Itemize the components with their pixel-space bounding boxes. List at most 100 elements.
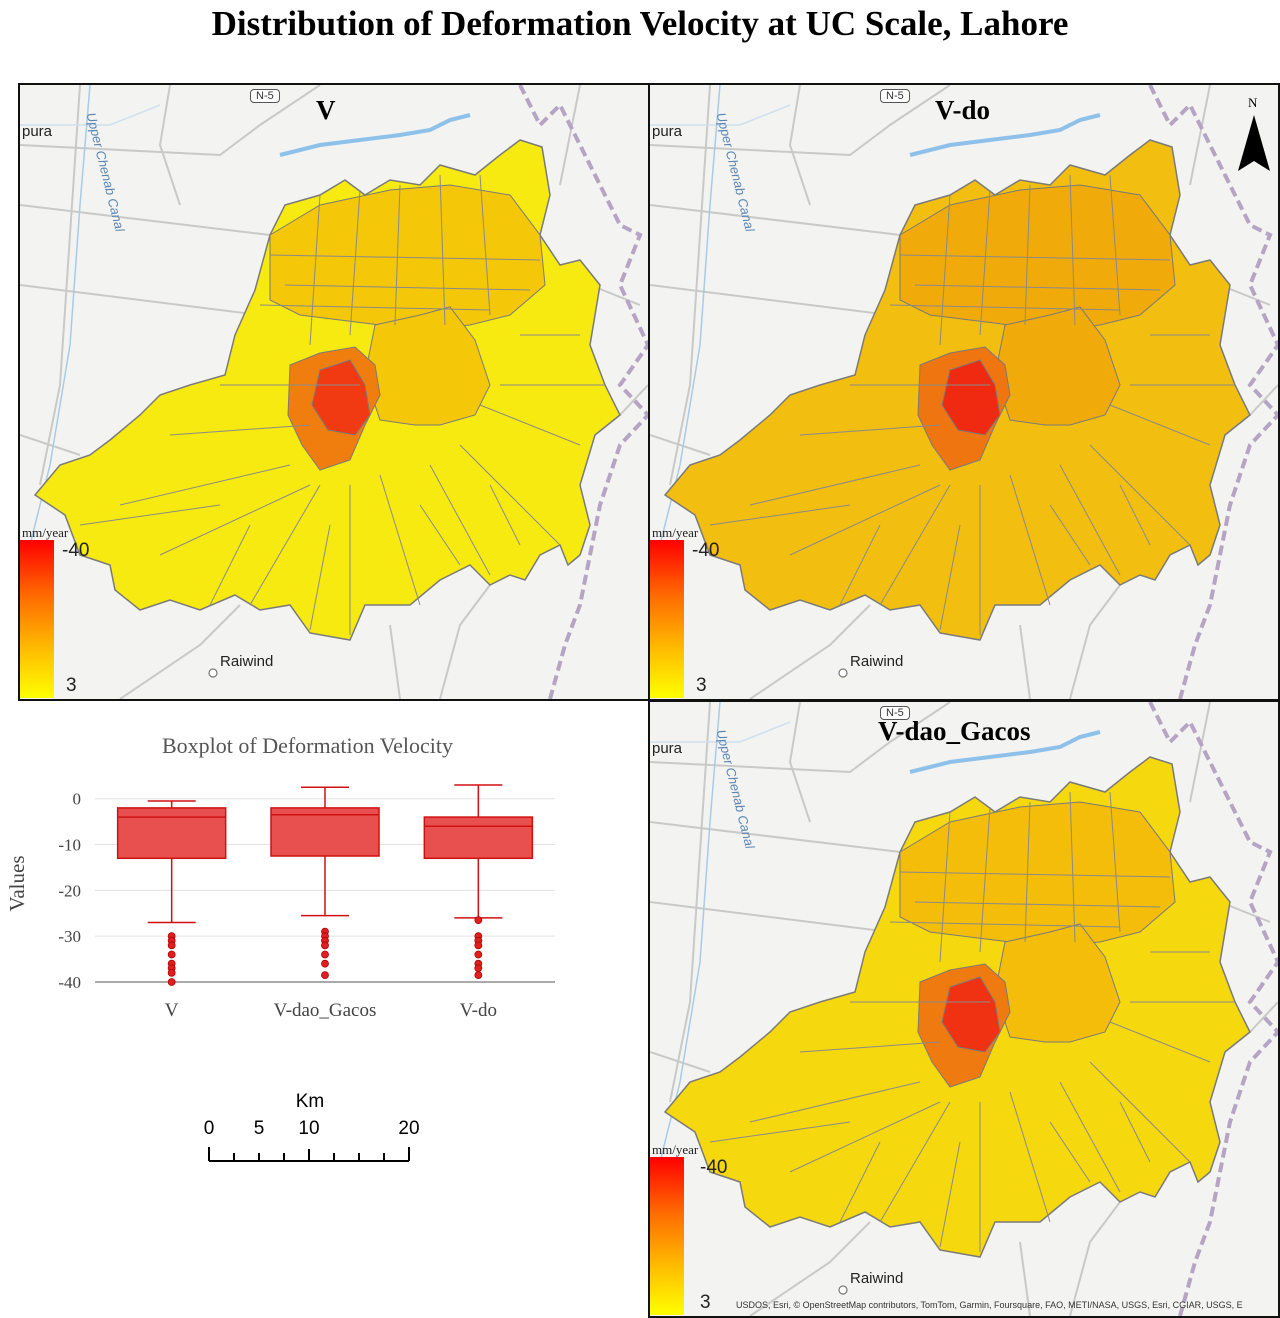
uc-boundary: [1109, 404, 1211, 446]
y-tick-label: 0: [73, 790, 82, 809]
town-marker: [208, 668, 218, 678]
road: [1249, 1001, 1278, 1033]
map-canvas: [650, 85, 1278, 699]
box: [423, 816, 534, 860]
uc-boundary: [1049, 1121, 1091, 1183]
uc-boundary: [1109, 1021, 1211, 1063]
uc-boundary: [284, 284, 531, 291]
x-tick-label: V-do: [460, 1000, 497, 1021]
map-title: V-dao_Gacos: [878, 716, 1031, 746]
uc-boundary: [789, 484, 941, 556]
road: [20, 434, 81, 456]
road: [439, 584, 491, 699]
figure-title: Distribution of Deformation Velocity at …: [211, 4, 1069, 43]
scale-bar: Km 0 5 10 20: [204, 1091, 420, 1162]
uc-boundary: [379, 474, 421, 606]
uc-boundary: [889, 921, 1121, 928]
uc-region: [941, 976, 1001, 1053]
uc-boundary: [1049, 504, 1091, 566]
outlier-point: [321, 959, 329, 968]
town-label-raiwind: Raiwind: [850, 1270, 904, 1287]
road: [650, 721, 791, 743]
road: [788, 85, 811, 206]
y-tick-label: -10: [58, 836, 81, 855]
uc-boundary: [1059, 1081, 1121, 1193]
uc-boundary: [209, 524, 251, 606]
uc-boundary: [1024, 801, 1031, 943]
outlier-point: [474, 950, 483, 959]
uc-boundary: [1009, 1091, 1051, 1223]
uc-boundary: [939, 524, 961, 631]
uc-boundary: [479, 404, 581, 446]
map-canvas: [20, 85, 648, 699]
y-tick-label: -40: [58, 973, 81, 992]
uc-boundary: [799, 424, 941, 436]
uc-boundary: [789, 1101, 941, 1173]
uc-boundary: [309, 194, 321, 346]
map-title: V: [316, 95, 336, 125]
uc-boundary: [914, 901, 1161, 908]
uc-boundary: [489, 484, 521, 546]
outlier-point: [167, 941, 176, 950]
uc-boundary: [419, 504, 461, 566]
road: [650, 85, 951, 157]
north-arrow-label: N: [1248, 95, 1258, 110]
outlier-point: [321, 941, 329, 950]
y-tick-label: -30: [58, 927, 81, 946]
outlier-point: [474, 916, 483, 925]
map-attribution: USDOS, Esri, © OpenStreetMap contributor…: [736, 1300, 1243, 1310]
legend-color-ramp: [650, 1157, 684, 1315]
outlier-point: [321, 971, 329, 980]
road: [650, 1051, 711, 1073]
highway-shield: N-5: [880, 89, 910, 103]
uc-boundary: [1119, 484, 1151, 546]
box-v: [116, 800, 227, 986]
uc-boundary: [1059, 464, 1121, 576]
map-panel-v-do[interactable]: N-5 V-do pura Upper Chenab Canal Raiwind…: [648, 83, 1280, 701]
uc-boundary: [349, 189, 361, 336]
map-panel-v[interactable]: N-5 V pura Upper Chenab Canal Raiwind mm…: [18, 83, 650, 701]
legend-unit: mm/year: [22, 525, 69, 540]
uc-boundary: [309, 524, 331, 631]
uc-boundary: [939, 1141, 961, 1248]
uc-boundary: [749, 1081, 921, 1123]
box-v-dao-gacos: [270, 786, 380, 980]
scale-tick-label: 10: [298, 1118, 319, 1139]
legend-max-label: -40: [700, 1157, 728, 1178]
uc-boundary: [429, 464, 491, 576]
uc-boundary: [899, 254, 1171, 261]
scale-tick-label: 0: [204, 1118, 215, 1139]
outlier-point: [474, 971, 483, 980]
road: [650, 702, 951, 774]
y-tick-label: -20: [58, 881, 81, 900]
highway-shield: N-5: [880, 706, 910, 720]
road: [650, 821, 901, 853]
uc-boundary: [439, 174, 446, 326]
road: [20, 85, 321, 157]
uc-boundary: [1069, 791, 1076, 943]
legend-max-label: -40: [62, 540, 90, 561]
road: [1249, 384, 1278, 416]
town-label: pura: [652, 740, 683, 757]
road: [650, 204, 901, 236]
uc-region: [311, 359, 371, 436]
scale-bar-line: [208, 1147, 410, 1162]
road: [650, 434, 711, 456]
boxplot-title: Boxplot of Deformation Velocity: [161, 733, 454, 758]
uc-boundary: [79, 504, 221, 526]
road: [20, 104, 161, 126]
map-panel-v-dao-gacos[interactable]: N-5 V-dao_Gacos pura Upper Chenab Canal …: [648, 700, 1280, 1318]
town-label-raiwind: Raiwind: [220, 653, 274, 670]
uc-boundary: [1069, 174, 1076, 326]
river: [909, 730, 1101, 774]
river: [909, 113, 1101, 157]
legend-color-ramp: [20, 540, 54, 698]
x-tick-label: V: [165, 1000, 179, 1021]
uc-boundary: [394, 184, 401, 326]
road: [1069, 584, 1121, 699]
y-axis-label: Values: [5, 856, 29, 912]
legend-min-label: 3: [66, 675, 77, 696]
road: [669, 702, 711, 1103]
north-arrow: N: [1236, 95, 1272, 175]
scale-tick-label: 5: [254, 1118, 265, 1139]
